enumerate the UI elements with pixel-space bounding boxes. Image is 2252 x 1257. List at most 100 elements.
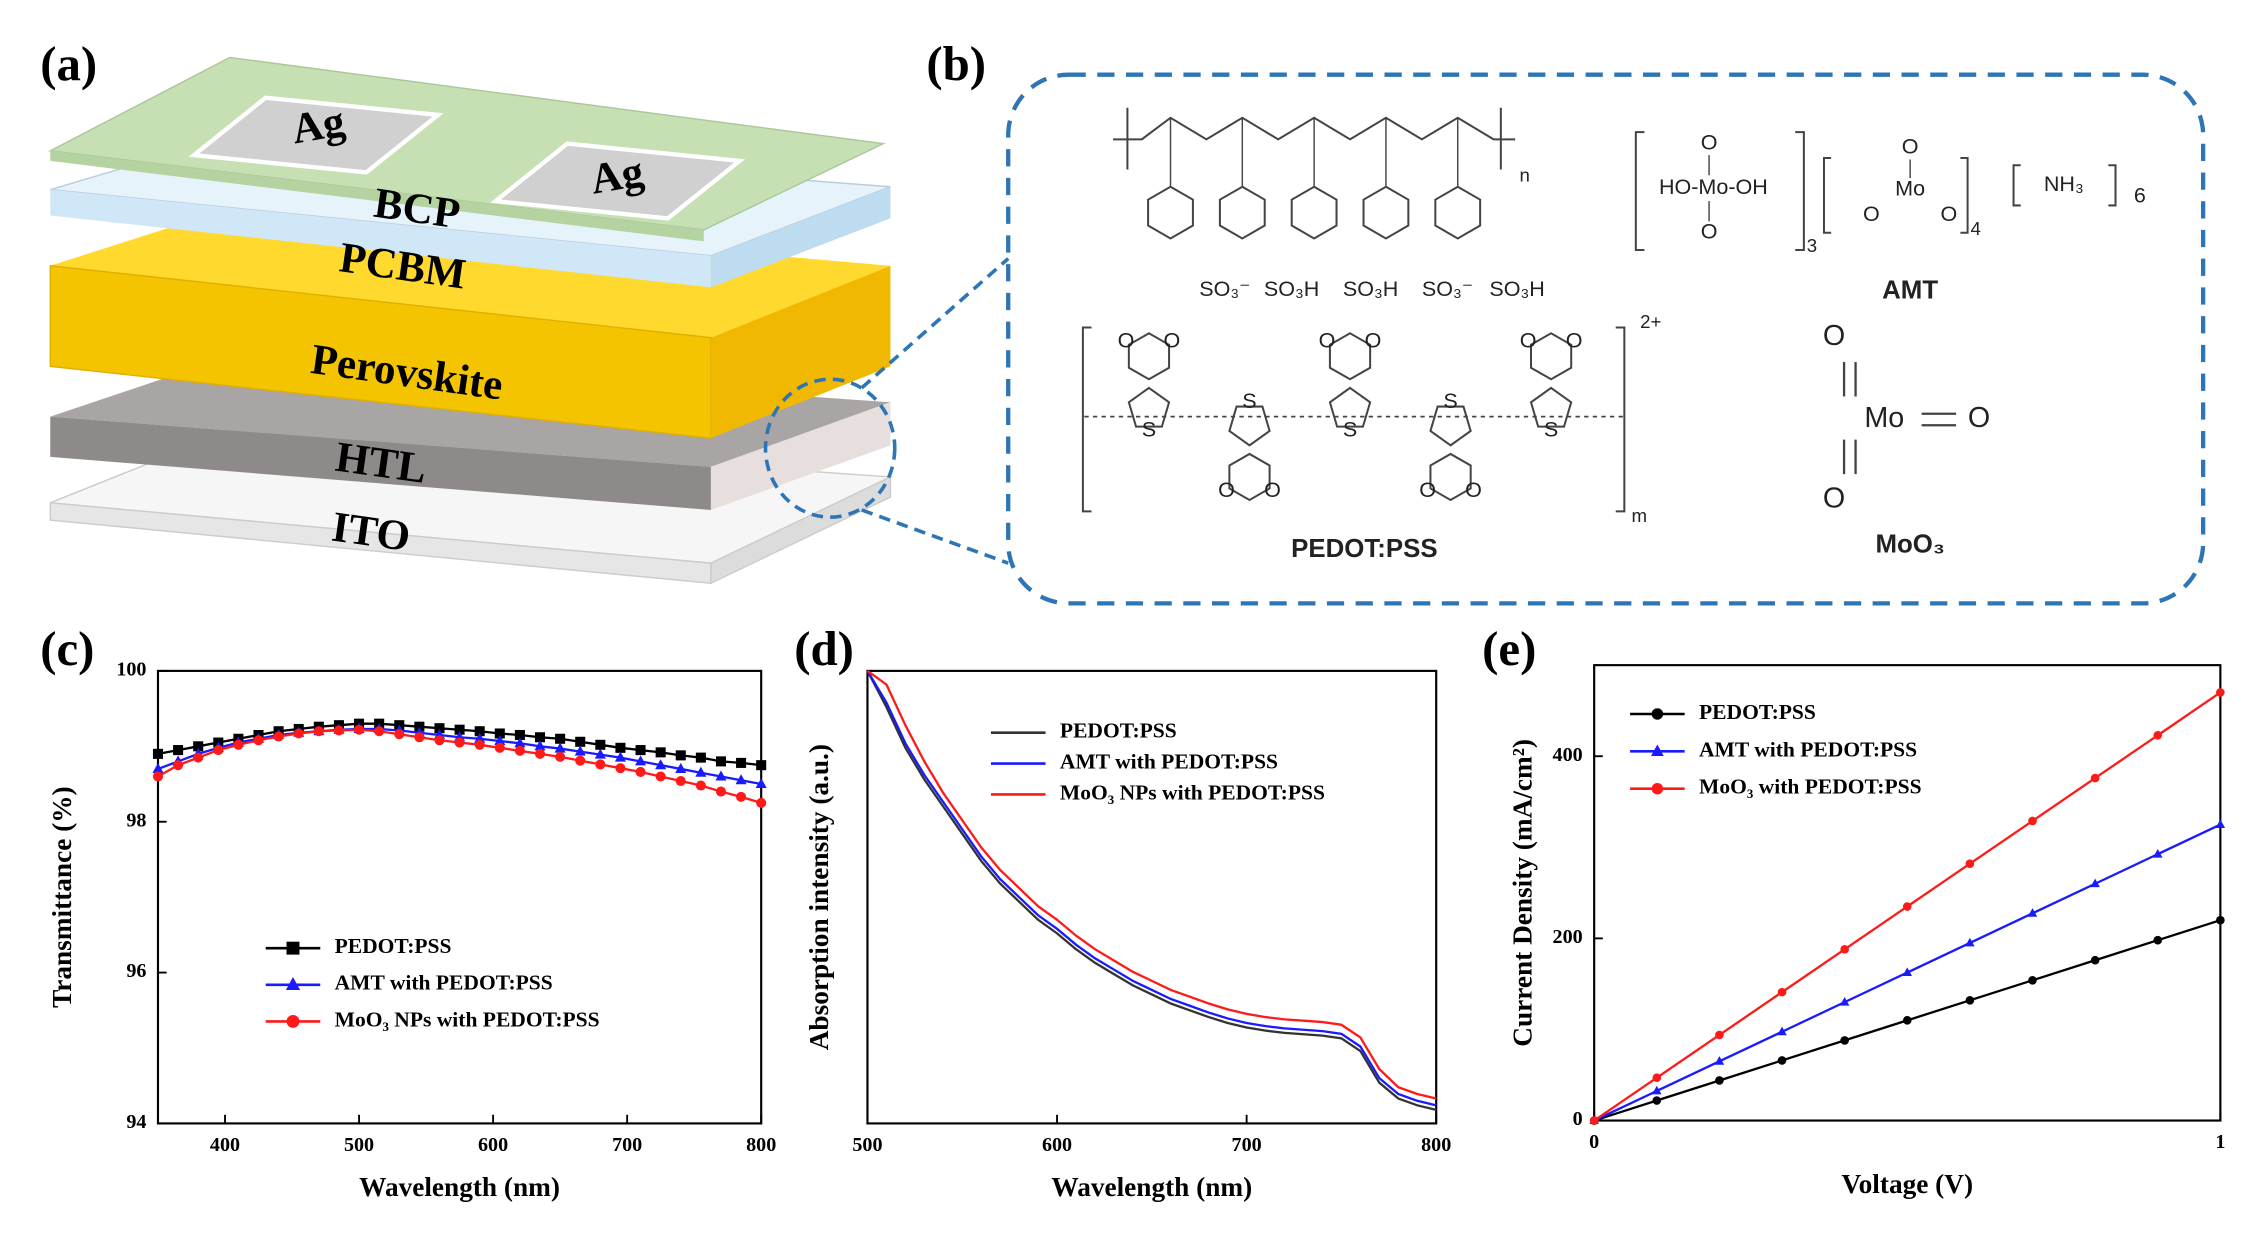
x-axis-label: Wavelength (nm): [359, 1172, 560, 1202]
marker: [193, 741, 204, 752]
marker: [514, 745, 525, 756]
marker: [313, 726, 324, 737]
marker: [1715, 1076, 1724, 1085]
group-label: SO₃H: [1343, 277, 1398, 301]
structure-name: MoO₃: [1875, 531, 1944, 559]
marker: [213, 745, 224, 756]
layer-pcbm-side: [50, 189, 711, 288]
marker: [2090, 955, 2100, 965]
zoom-circle: [763, 377, 897, 519]
marker: [1965, 996, 1975, 1005]
group-label: SO₃⁻: [1422, 277, 1473, 301]
marker: [755, 777, 767, 789]
marker: [2090, 878, 2100, 888]
marker: [534, 740, 546, 751]
y-tick-label: 400: [1553, 744, 1583, 766]
marker: [1715, 1030, 1724, 1040]
electrode: [188, 95, 444, 175]
legend-label: PEDOT:PSS: [335, 934, 452, 958]
panel-label: (c): [40, 621, 94, 676]
marker: [286, 1014, 300, 1028]
atom: O: [1701, 219, 1718, 243]
chart: 0 1 0 200 400 Voltage (V) Current Density (mA/…: [1508, 664, 2225, 1199]
marker: [434, 723, 445, 734]
marker: [594, 748, 606, 759]
layer-perovskite: [50, 208, 891, 338]
marker: [1839, 996, 1850, 1006]
marker: [635, 745, 646, 756]
marker: [333, 725, 344, 736]
atom: O: [1319, 329, 1336, 353]
marker: [615, 742, 626, 753]
marker: [286, 941, 300, 955]
x-tick-label: 0: [1589, 1131, 1599, 1153]
atom: O: [1823, 483, 1845, 515]
structures: n SO₃⁻ SO₃H SO₃H SO₃⁻ SO₃H 2+ m S S S S …: [1006, 72, 2206, 606]
marker: [635, 766, 646, 777]
x-tick-label: 800: [1421, 1134, 1451, 1156]
marker: [253, 735, 264, 746]
layer-bcp-side: [50, 150, 704, 242]
marker: [715, 786, 726, 797]
plot-frame: [156, 669, 763, 1125]
marker: [1652, 1073, 1662, 1083]
marker: [293, 728, 304, 739]
x-tick-label: 700: [612, 1134, 642, 1156]
marker: [756, 797, 767, 808]
marker: [1651, 744, 1664, 756]
marker: [193, 752, 204, 763]
marker: [1965, 859, 1975, 869]
x-tick-label: 400: [210, 1134, 240, 1156]
marker: [474, 739, 485, 750]
atom: O: [1701, 130, 1718, 154]
plot-frame: [1593, 664, 2222, 1122]
panel-label: (b): [926, 36, 986, 91]
marker: [2028, 975, 2037, 985]
marker: [394, 729, 405, 740]
layer-label: BCP: [371, 180, 463, 239]
atom: O: [1419, 478, 1436, 502]
marker: [173, 745, 184, 756]
marker: [736, 791, 747, 802]
marker: [152, 748, 164, 759]
electrode-label: Ag: [288, 98, 348, 154]
x-axis-label: Voltage (V): [1841, 1169, 1973, 1199]
marker: [1652, 1096, 1662, 1105]
marker: [2153, 730, 2163, 740]
marker: [715, 756, 726, 767]
legend-label: AMT with PEDOT:PSS: [1060, 749, 1278, 773]
marker: [1777, 987, 1787, 997]
atom: O: [1566, 329, 1583, 353]
marker: [374, 726, 385, 737]
series-line: [866, 670, 1437, 1107]
marker: [555, 733, 566, 744]
marker: [1777, 1026, 1787, 1036]
marker: [655, 759, 667, 770]
y-tick-label: 96: [126, 960, 146, 982]
marker: [1902, 967, 1913, 976]
marker: [574, 745, 586, 756]
marker: [474, 726, 485, 737]
electrode: [490, 141, 746, 221]
marker: [555, 751, 566, 762]
marker: [675, 775, 686, 787]
atom: O: [1823, 320, 1845, 352]
x-axis-label: Wavelength (nm): [1051, 1172, 1252, 1202]
layer-label: ITO: [329, 504, 413, 561]
electrode-label: Ag: [587, 148, 647, 204]
marker: [1589, 1116, 1599, 1125]
marker: [285, 977, 301, 990]
marker: [273, 731, 284, 742]
legend-label: MoO₃ with PEDOT:PSS: [1699, 775, 1922, 799]
repeat-label: n: [1519, 165, 1529, 186]
layer-htl-side: [710, 402, 891, 510]
marker: [514, 729, 525, 741]
marker: [514, 737, 526, 748]
legend-label: MoO₃ NPs with PEDOT:PSS: [1060, 780, 1325, 804]
zoom-line: [861, 508, 1009, 565]
device-stack: Ag Ag BCP PCBM Perovskite HTL ITO: [47, 56, 1010, 585]
marker: [575, 755, 586, 766]
atom: O: [1863, 202, 1880, 226]
marker: [534, 732, 546, 743]
